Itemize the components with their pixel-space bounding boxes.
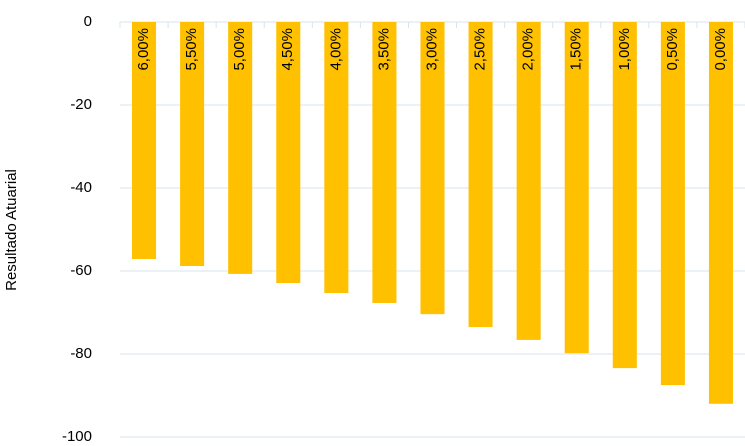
y-tick-label: 0: [84, 13, 92, 30]
category-label: 3,00%: [423, 28, 440, 71]
category-label: 3,50%: [375, 28, 392, 71]
category-label: 5,50%: [183, 28, 200, 71]
y-axis-title: Resultado Atuarial: [3, 169, 20, 291]
bar: [708, 22, 733, 404]
bar: [420, 22, 445, 315]
category-label: 5,00%: [231, 28, 248, 71]
category-label: 6,00%: [135, 28, 152, 71]
bar: [228, 22, 253, 274]
bar: [276, 22, 301, 284]
bar: [564, 22, 589, 354]
category-label: 1,50%: [568, 28, 585, 71]
category-label: 0,00%: [712, 28, 729, 71]
y-tick-label: -80: [70, 345, 92, 362]
y-tick-label: -60: [70, 262, 92, 279]
bar: [516, 22, 541, 340]
category-label: 2,00%: [520, 28, 537, 71]
y-tick-label: -40: [70, 179, 92, 196]
bar: [324, 22, 349, 293]
bar: [132, 22, 157, 259]
category-label: 4,00%: [327, 28, 344, 71]
bar: [180, 22, 205, 267]
category-label: 2,50%: [472, 28, 489, 71]
y-tick-label: -100: [62, 428, 92, 445]
bar: [372, 22, 397, 303]
bar: [612, 22, 637, 369]
bar: [660, 22, 685, 386]
category-label: 4,50%: [279, 28, 296, 71]
category-label: 1,00%: [616, 28, 633, 71]
bar: [468, 22, 493, 328]
y-tick-label: -20: [70, 96, 92, 113]
category-label: 0,50%: [664, 28, 681, 71]
